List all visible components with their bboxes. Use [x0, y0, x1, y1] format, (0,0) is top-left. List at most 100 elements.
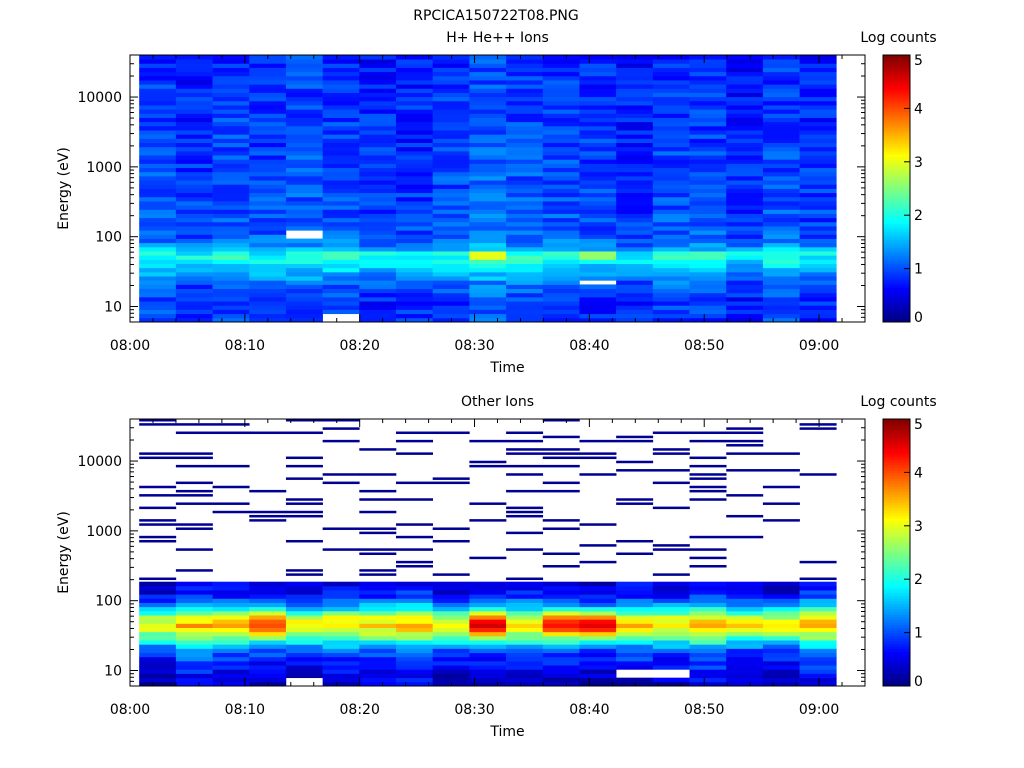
heatmap-cell [432, 80, 470, 85]
heatmap-cell [542, 150, 580, 156]
heatmap-cell [469, 196, 507, 202]
heatmap-cell [396, 665, 433, 670]
heatmap-cell [689, 681, 727, 687]
heatmap-cell [432, 121, 470, 127]
heatmap-cell [432, 644, 470, 649]
heatmap-cell [175, 246, 213, 252]
colorbar-segment [883, 464, 910, 468]
colorbar-segment [883, 169, 910, 173]
heatmap-cell [652, 581, 690, 587]
heatmap-cell [579, 665, 617, 670]
heatmap-cell [652, 226, 690, 231]
heatmap-cell [359, 610, 397, 616]
heatmap-cell [652, 271, 690, 277]
heatmap-cell [616, 644, 654, 649]
heatmap-cell [322, 263, 360, 269]
heatmap-cell [396, 213, 433, 219]
heatmap-cell [175, 55, 213, 60]
heatmap-cell [689, 619, 727, 624]
heatmap-cell [542, 519, 580, 522]
heatmap-cell [542, 230, 580, 235]
colorbar-segment [883, 536, 910, 540]
heatmap-cell [396, 130, 433, 135]
heatmap-cell [616, 184, 654, 189]
heatmap-cell [322, 610, 360, 616]
heatmap-cell [432, 171, 470, 177]
colorbar-segment [883, 76, 910, 80]
heatmap-cell [396, 523, 433, 526]
colorbar-segment [883, 217, 910, 222]
heatmap-cell [762, 59, 800, 64]
heatmap-cell [762, 309, 800, 315]
heatmap-cell [212, 167, 250, 173]
heatmap-cell [359, 242, 397, 248]
heatmap-cell [285, 59, 323, 64]
heatmap-cell [652, 117, 690, 123]
heatmap-cell [322, 134, 360, 139]
heatmap-cell [359, 677, 397, 683]
colorbar-segment [883, 111, 910, 115]
heatmap-cell [652, 602, 690, 608]
heatmap-cell [799, 648, 837, 654]
colorbar-segment [883, 241, 910, 246]
heatmap-cell [396, 171, 433, 177]
heatmap-cell [212, 606, 250, 612]
colorbar-tick-label: 1 [914, 262, 923, 278]
heatmap-cell [249, 610, 287, 616]
heatmap-cell [212, 288, 250, 294]
heatmap-cell [689, 213, 727, 219]
heatmap-cell [285, 498, 323, 501]
heatmap-cell [322, 419, 360, 422]
heatmap-cell [432, 660, 470, 666]
heatmap-cell [506, 673, 544, 679]
heatmap-cell [542, 267, 580, 273]
colorbar-segment [883, 84, 910, 88]
heatmap-cell [652, 180, 690, 185]
heatmap-cell [432, 652, 470, 658]
heatmap-cell [542, 652, 580, 658]
heatmap-cell [506, 221, 544, 227]
heatmap-cell [285, 242, 323, 248]
heatmap-cell [139, 184, 177, 189]
heatmap-cell [652, 280, 690, 285]
x-tick-label: 08:10 [225, 338, 265, 354]
heatmap-cell [322, 648, 360, 654]
heatmap-cell [469, 619, 507, 624]
heatmap-cell [212, 184, 250, 189]
heatmap-cell [432, 656, 470, 662]
heatmap-cell [726, 117, 764, 123]
heatmap-cell [799, 271, 837, 277]
heatmap-cell [506, 75, 544, 81]
heatmap-cell [726, 230, 764, 235]
heatmap-cell [726, 648, 764, 654]
colorbar-segment [883, 177, 910, 181]
heatmap-cell [652, 84, 690, 89]
heatmap-cell [689, 130, 727, 135]
heatmap-cell [212, 648, 250, 654]
heatmap-cell [212, 88, 250, 93]
heatmap-cell [762, 175, 800, 181]
heatmap-cell [139, 677, 177, 683]
heatmap-cell [432, 251, 470, 256]
heatmap-cell [726, 213, 764, 219]
heatmap-cell [175, 301, 213, 306]
colorbar-segment [883, 491, 910, 495]
heatmap-cell [579, 271, 617, 277]
colorbar-segment [883, 592, 910, 596]
heatmap-cell [726, 452, 764, 455]
heatmap-cell [652, 242, 690, 248]
heatmap-cell [726, 469, 764, 472]
heatmap-cell [285, 251, 323, 256]
heatmap-cell [212, 631, 250, 637]
heatmap-cell [652, 660, 690, 666]
heatmap-cell [359, 201, 397, 206]
heatmap-cell [469, 63, 507, 68]
heatmap-cell [322, 677, 360, 683]
heatmap-cell [322, 305, 360, 310]
heatmap-cell [726, 217, 764, 223]
heatmap-cell [139, 230, 177, 235]
colorbar-segment [883, 432, 910, 436]
heatmap-cell [652, 623, 690, 628]
y-tick-label: 1000 [86, 160, 122, 176]
